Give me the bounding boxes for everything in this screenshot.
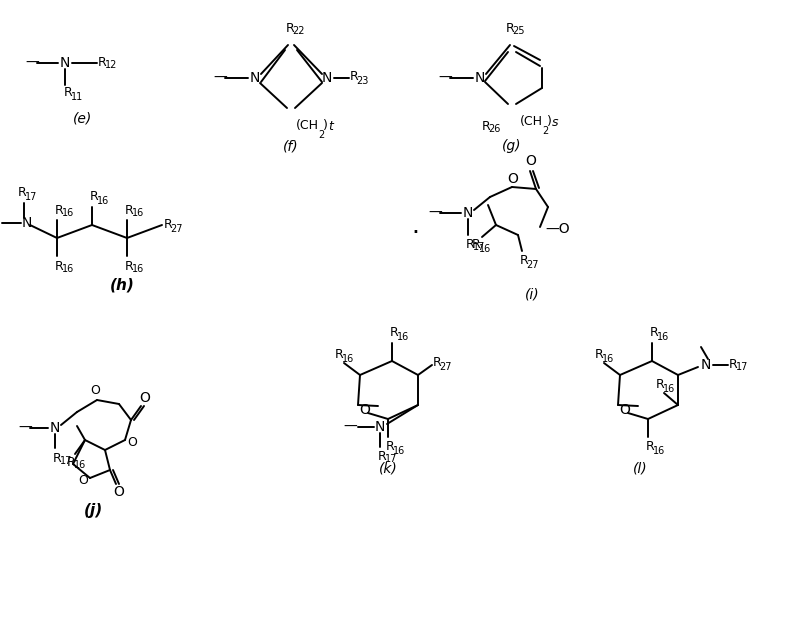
- Text: —: —: [438, 71, 452, 85]
- Text: ): ): [547, 115, 552, 128]
- Text: 17: 17: [385, 455, 397, 465]
- Text: s: s: [552, 115, 558, 128]
- Text: 16: 16: [62, 209, 74, 219]
- Text: 2: 2: [318, 130, 324, 140]
- Text: R: R: [67, 455, 76, 468]
- Text: (h): (h): [110, 277, 134, 293]
- Text: R: R: [386, 440, 394, 454]
- Text: 27: 27: [439, 361, 452, 371]
- Text: N: N: [50, 421, 60, 435]
- Text: R: R: [433, 356, 442, 369]
- Text: 16: 16: [653, 445, 665, 455]
- Text: R: R: [646, 440, 654, 454]
- Text: O: O: [114, 485, 125, 499]
- Text: 2: 2: [542, 126, 548, 136]
- Text: —: —: [343, 420, 357, 434]
- Text: ·: ·: [411, 221, 419, 245]
- Text: 16: 16: [131, 209, 144, 219]
- Text: R: R: [335, 348, 344, 361]
- Text: R: R: [18, 186, 26, 199]
- Text: (CH: (CH: [296, 120, 319, 133]
- Text: 16: 16: [662, 384, 674, 394]
- Text: O: O: [139, 391, 150, 405]
- Text: 26: 26: [489, 125, 501, 135]
- Text: N: N: [250, 71, 260, 85]
- Text: 17: 17: [735, 363, 748, 373]
- Text: R: R: [125, 260, 134, 272]
- Text: R: R: [482, 120, 490, 133]
- Text: R: R: [55, 260, 64, 272]
- Text: (f): (f): [283, 139, 299, 153]
- Text: R: R: [472, 239, 481, 252]
- Text: 16: 16: [478, 244, 490, 254]
- Text: (k): (k): [378, 462, 398, 476]
- Text: 16: 16: [97, 196, 109, 206]
- Text: —O: —O: [545, 222, 570, 236]
- Text: 16: 16: [397, 331, 409, 341]
- Text: (e): (e): [74, 111, 93, 125]
- Text: 16: 16: [74, 460, 86, 470]
- Text: ): ): [323, 120, 328, 133]
- Text: N: N: [475, 71, 485, 85]
- Text: 27: 27: [170, 224, 183, 234]
- Text: N: N: [60, 56, 70, 70]
- Text: R: R: [390, 326, 398, 340]
- Text: R: R: [378, 450, 386, 462]
- Text: R: R: [55, 204, 64, 217]
- Text: R: R: [595, 348, 604, 361]
- Text: O: O: [359, 403, 370, 417]
- Text: O: O: [78, 473, 88, 487]
- Text: R: R: [286, 22, 294, 34]
- Text: —: —: [428, 206, 442, 220]
- Text: O: O: [507, 172, 518, 186]
- Text: R: R: [656, 379, 665, 391]
- Text: R: R: [90, 191, 98, 204]
- Text: (l): (l): [633, 462, 647, 476]
- Text: R: R: [729, 358, 738, 371]
- Text: N: N: [701, 358, 711, 372]
- Text: 17: 17: [25, 191, 37, 201]
- Text: O: O: [127, 435, 137, 449]
- Text: R: R: [350, 70, 358, 83]
- Text: R: R: [98, 55, 106, 69]
- Text: 16: 16: [342, 353, 354, 363]
- Text: 16: 16: [393, 445, 405, 455]
- Text: (i): (i): [525, 288, 539, 302]
- Text: R: R: [53, 452, 62, 465]
- Text: O: O: [90, 384, 100, 397]
- Text: 23: 23: [357, 75, 369, 85]
- Text: 16: 16: [602, 353, 614, 363]
- Text: N: N: [322, 71, 332, 85]
- Text: —: —: [25, 56, 39, 70]
- Text: 27: 27: [526, 260, 539, 270]
- Text: 25: 25: [513, 27, 525, 37]
- Text: R: R: [466, 237, 474, 250]
- Text: N: N: [22, 216, 32, 230]
- Text: 17: 17: [59, 457, 72, 467]
- Text: 16: 16: [657, 331, 669, 341]
- Text: R: R: [125, 204, 134, 217]
- Text: 16: 16: [131, 265, 144, 275]
- Text: (j): (j): [83, 503, 102, 518]
- Text: —: —: [213, 71, 227, 85]
- Text: 22: 22: [293, 27, 305, 37]
- Text: N: N: [375, 420, 385, 434]
- Text: R: R: [164, 219, 173, 232]
- Text: 12: 12: [105, 60, 117, 70]
- Text: (CH: (CH: [520, 115, 543, 128]
- Text: R: R: [64, 87, 73, 100]
- Text: O: O: [526, 154, 537, 168]
- Text: R: R: [520, 255, 529, 267]
- Text: —: —: [18, 421, 32, 435]
- Text: 17: 17: [473, 242, 485, 252]
- Text: 16: 16: [62, 265, 74, 275]
- Text: t: t: [328, 120, 333, 133]
- Text: O: O: [619, 403, 630, 417]
- Text: (g): (g): [502, 139, 522, 153]
- Text: 11: 11: [70, 92, 82, 102]
- Text: R: R: [650, 326, 658, 340]
- Text: R: R: [506, 22, 514, 34]
- Text: N: N: [463, 206, 473, 220]
